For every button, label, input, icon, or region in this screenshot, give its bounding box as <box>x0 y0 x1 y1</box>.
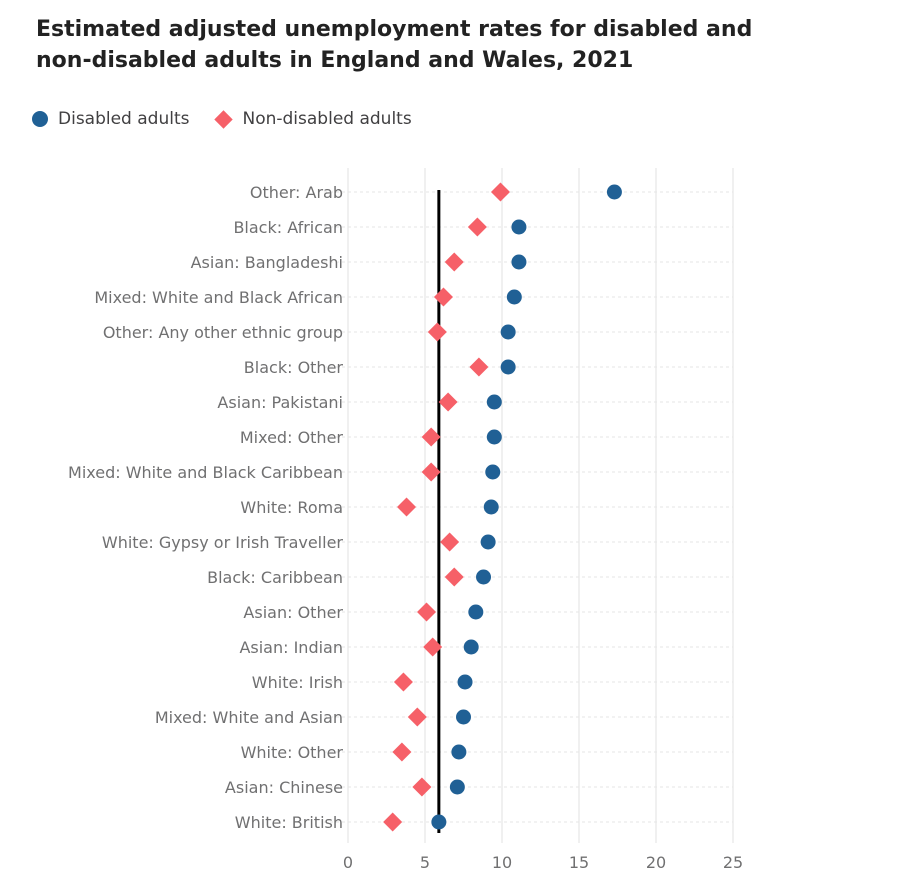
non-disabled-point[interactable] <box>417 602 437 622</box>
circle-marker-icon <box>32 111 48 127</box>
chart-title: Estimated adjusted unemployment rates fo… <box>36 17 753 73</box>
x-tick-label: 20 <box>646 853 666 872</box>
non-disabled-point[interactable] <box>438 392 458 412</box>
disabled-point[interactable] <box>457 674 473 690</box>
non-disabled-point[interactable] <box>421 427 441 447</box>
non-disabled-point[interactable] <box>421 462 441 482</box>
disabled-point[interactable] <box>483 499 499 515</box>
disabled-point[interactable] <box>463 639 479 655</box>
category-label: Asian: Indian <box>239 638 343 657</box>
category-label: White: Roma <box>240 498 343 517</box>
category-label: Asian: Pakistani <box>217 393 343 412</box>
disabled-point[interactable] <box>485 464 501 480</box>
disabled-point[interactable] <box>486 429 502 445</box>
non-disabled-point[interactable] <box>393 672 413 692</box>
legend-item-non-disabled[interactable]: Non-disabled adults <box>214 109 412 129</box>
disabled-point[interactable] <box>511 254 527 270</box>
category-label: Black: Other <box>244 358 344 377</box>
disabled-point[interactable] <box>506 289 522 305</box>
non-disabled-point[interactable] <box>423 637 443 657</box>
disabled-point[interactable] <box>449 779 465 795</box>
non-disabled-point[interactable] <box>467 217 487 237</box>
category-label: Asian: Bangladeshi <box>191 253 343 272</box>
non-disabled-point[interactable] <box>427 322 447 342</box>
x-axis-ticks: 0 5 10 15 20 25 <box>343 853 743 872</box>
disabled-point[interactable] <box>431 814 447 830</box>
legend-label-non-disabled: Non-disabled adults <box>242 109 412 129</box>
non-disabled-point[interactable] <box>444 567 464 587</box>
row-guides <box>324 191 733 823</box>
non-disabled-point[interactable] <box>407 707 427 727</box>
disabled-point[interactable] <box>456 709 471 725</box>
category-label: Mixed: White and Black African <box>94 288 343 307</box>
disabled-point[interactable] <box>606 184 622 200</box>
category-label: Black: Caribbean <box>207 568 343 587</box>
category-label: Mixed: White and Black Caribbean <box>68 463 343 482</box>
x-tick-label: 10 <box>492 853 512 872</box>
gridlines <box>347 168 734 843</box>
category-label: White: Irish <box>252 673 343 692</box>
non-disabled-markers <box>383 182 510 832</box>
category-label: Asian: Chinese <box>225 778 343 797</box>
category-label: White: Other <box>241 743 344 762</box>
non-disabled-point[interactable] <box>433 287 453 307</box>
non-disabled-point[interactable] <box>490 182 510 202</box>
category-label: Other: Arab <box>250 183 343 202</box>
disabled-point[interactable] <box>500 324 516 340</box>
legend-label-disabled: Disabled adults <box>58 109 190 129</box>
disabled-point[interactable] <box>500 359 516 375</box>
non-disabled-point[interactable] <box>392 742 412 762</box>
category-label: Black: African <box>233 218 343 237</box>
x-tick-label: 25 <box>723 853 743 872</box>
non-disabled-point[interactable] <box>444 252 464 272</box>
legend-item-disabled[interactable]: Disabled adults <box>32 109 189 129</box>
x-tick-label: 15 <box>569 853 589 872</box>
non-disabled-point[interactable] <box>412 777 432 797</box>
disabled-point[interactable] <box>486 394 502 410</box>
disabled-point[interactable] <box>476 569 492 585</box>
non-disabled-point[interactable] <box>469 357 489 377</box>
disabled-point[interactable] <box>480 534 496 550</box>
category-label: Mixed: White and Asian <box>155 708 343 727</box>
category-label: Asian: Other <box>243 603 343 622</box>
non-disabled-point[interactable] <box>383 812 403 832</box>
category-labels: Other: Arab Black: African Asian: Banglade… <box>68 183 343 832</box>
non-disabled-point[interactable] <box>397 497 417 517</box>
disabled-point[interactable] <box>468 604 484 620</box>
x-tick-label: 0 <box>343 853 353 872</box>
category-label: Other: Any other ethnic group <box>103 323 343 342</box>
x-tick-label: 5 <box>420 853 430 872</box>
disabled-point[interactable] <box>511 219 527 235</box>
disabled-point[interactable] <box>451 744 467 760</box>
category-label: White: Gypsy or Irish Traveller <box>102 533 344 552</box>
category-label: White: British <box>235 813 343 832</box>
disabled-markers <box>431 184 622 830</box>
non-disabled-point[interactable] <box>440 532 460 552</box>
legend: Disabled adults Non-disabled adults <box>32 106 438 132</box>
category-label: Mixed: Other <box>240 428 344 447</box>
